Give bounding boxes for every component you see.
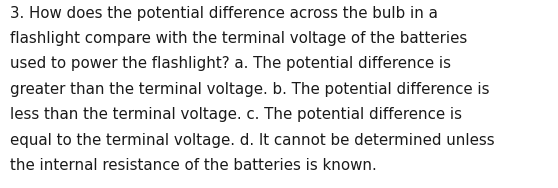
Text: greater than the terminal voltage. b. The potential difference is: greater than the terminal voltage. b. Th…	[10, 82, 489, 97]
Text: 3. How does the potential difference across the bulb in a: 3. How does the potential difference acr…	[10, 6, 438, 21]
Text: less than the terminal voltage. c. The potential difference is: less than the terminal voltage. c. The p…	[10, 107, 462, 122]
Text: the internal resistance of the batteries is known.: the internal resistance of the batteries…	[10, 158, 377, 173]
Text: equal to the terminal voltage. d. It cannot be determined unless: equal to the terminal voltage. d. It can…	[10, 133, 495, 148]
Text: used to power the flashlight? a. The potential difference is: used to power the flashlight? a. The pot…	[10, 56, 451, 71]
Text: flashlight compare with the terminal voltage of the batteries: flashlight compare with the terminal vol…	[10, 31, 467, 46]
